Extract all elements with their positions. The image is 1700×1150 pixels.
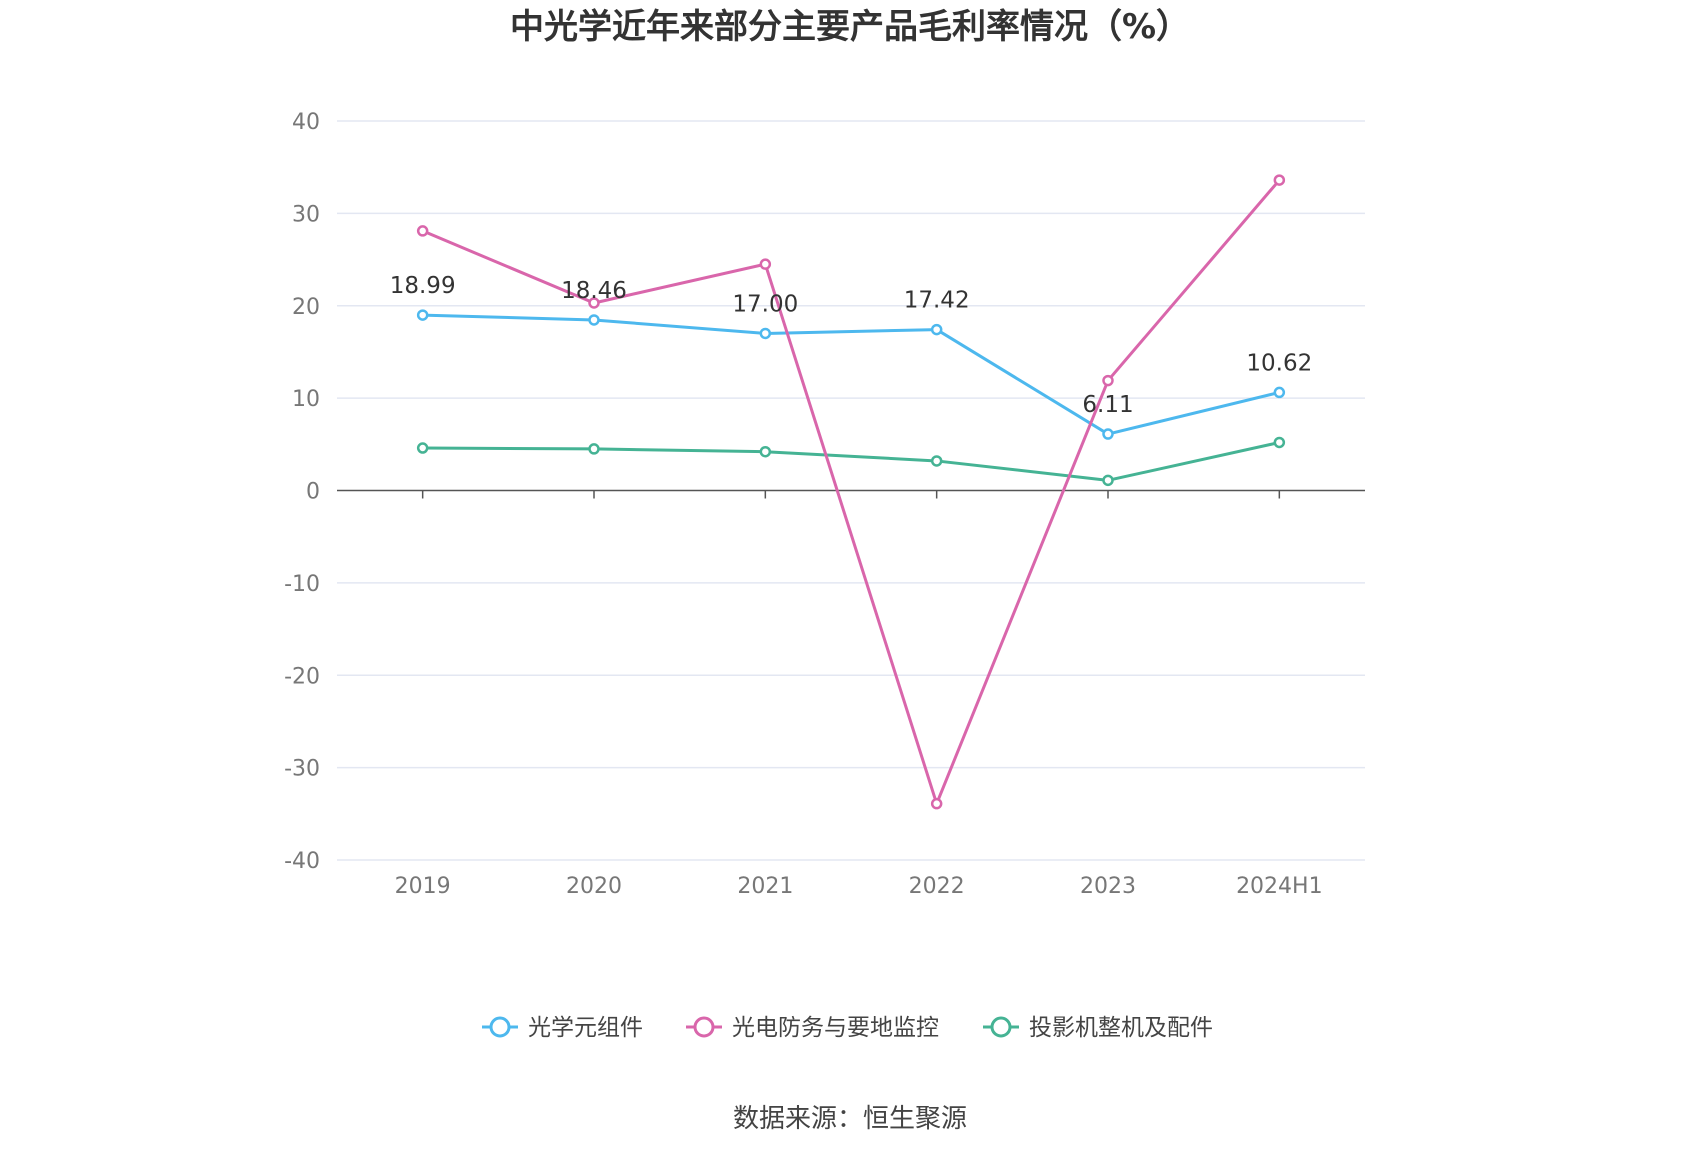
legend-marker (693, 1016, 715, 1038)
data-point[interactable] (1273, 436, 1286, 449)
x-tick-label: 2020 (566, 874, 622, 899)
x-tick-label: 2024H1 (1236, 874, 1323, 899)
data-point[interactable] (930, 455, 943, 467)
y-tick-label: 40 (292, 110, 320, 135)
data-point[interactable] (1102, 374, 1114, 387)
data-point[interactable] (416, 309, 429, 321)
y-tick-label: 0 (306, 480, 320, 505)
series-line (422, 313, 1280, 436)
y-tick-label: -40 (284, 849, 320, 874)
y-tick-label: -30 (284, 757, 320, 782)
data-point[interactable] (759, 327, 772, 340)
legend-item[interactable]: 光学元组件 (482, 1015, 643, 1041)
y-tick-label: 10 (292, 387, 320, 412)
data-point[interactable] (588, 297, 600, 309)
data-point[interactable] (930, 323, 943, 336)
x-axis: 2019 2020 2021 2022 2023 2024H1 (337, 489, 1365, 899)
legend-marker (990, 1016, 1012, 1038)
legend-label: 光学元组件 (528, 1015, 643, 1041)
data-label: 6.11 (1082, 392, 1133, 418)
data-label: 17.42 (904, 288, 970, 314)
data-point[interactable] (759, 258, 772, 270)
y-tick-label: -10 (284, 572, 320, 597)
data-point[interactable] (1273, 174, 1286, 186)
y-tick-label: -20 (284, 664, 320, 689)
x-tick-label: 2023 (1080, 874, 1136, 899)
chart-title: 中光学近年来部分主要产品毛利率情况（%） (510, 7, 1190, 47)
legend-item[interactable]: 投影机整机及配件 (983, 1015, 1213, 1041)
legend-label: 光电防务与要地监控 (732, 1015, 939, 1041)
data-point[interactable] (416, 442, 429, 454)
grid (337, 120, 1365, 861)
y-tick-label: 30 (292, 202, 320, 227)
x-tick-label: 2019 (395, 874, 451, 899)
series-layer (416, 174, 1286, 810)
data-point[interactable] (1102, 474, 1114, 487)
series-line (422, 179, 1281, 806)
legend-item[interactable]: 光电防务与要地监控 (686, 1015, 939, 1041)
data-point[interactable] (1102, 428, 1114, 440)
data-point[interactable] (759, 445, 772, 458)
data-point[interactable] (1273, 386, 1286, 399)
data-label: 10.62 (1246, 350, 1312, 376)
x-tick-label: 2022 (909, 874, 965, 899)
data-label: 18.46 (561, 278, 627, 304)
y-axis: 40 30 20 10 0 -10 -20 -30 -40 (284, 110, 320, 874)
data-label: 17.00 (732, 291, 798, 317)
data-labels: 18.99 18.46 17.00 17.42 6.11 10.62 (390, 273, 1313, 418)
x-tick-label: 2021 (737, 874, 793, 899)
y-tick-label: 20 (292, 295, 320, 320)
legend-label: 投影机整机及配件 (1029, 1015, 1213, 1041)
legend-marker (489, 1016, 511, 1038)
legend[interactable]: 光学元组件 光电防务与要地监控 投影机整机及配件 (482, 1015, 1213, 1041)
data-point[interactable] (588, 314, 600, 326)
data-point[interactable] (416, 225, 429, 237)
data-label: 18.99 (390, 273, 456, 299)
data-point[interactable] (588, 443, 600, 455)
series-line (422, 441, 1280, 482)
data-point[interactable] (930, 797, 943, 810)
source-note: 数据来源：恒生聚源 (733, 1104, 967, 1134)
